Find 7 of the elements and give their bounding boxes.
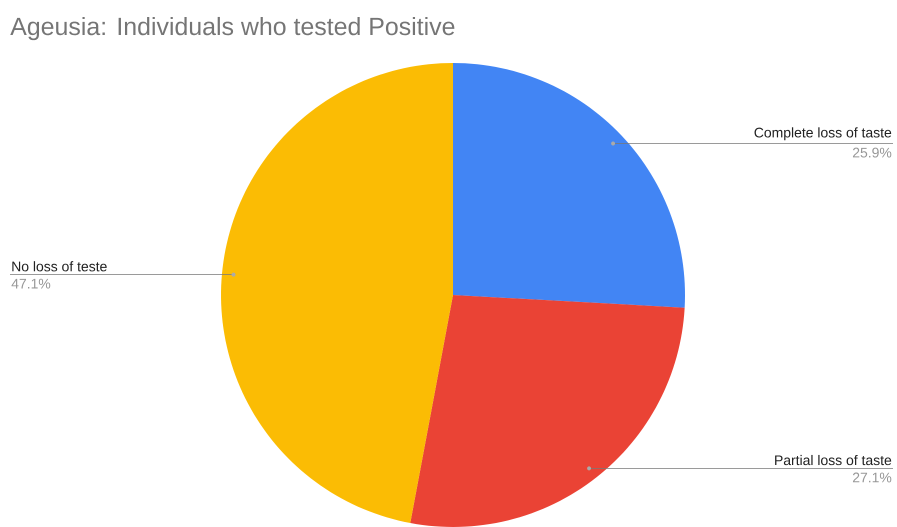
- data-label: 47.1%: [12, 278, 50, 289]
- slice-label: No loss of teste: [12, 261, 107, 272]
- data-label: 27.1%: [852, 472, 892, 482]
- chart-title: Ageusia: Individuals who tested Positive: [10, 16, 454, 40]
- slice-label: Complete loss of taste: [754, 127, 892, 140]
- data-label: 25.9%: [852, 148, 892, 158]
- slice-label: Partial loss of taste: [775, 454, 892, 466]
